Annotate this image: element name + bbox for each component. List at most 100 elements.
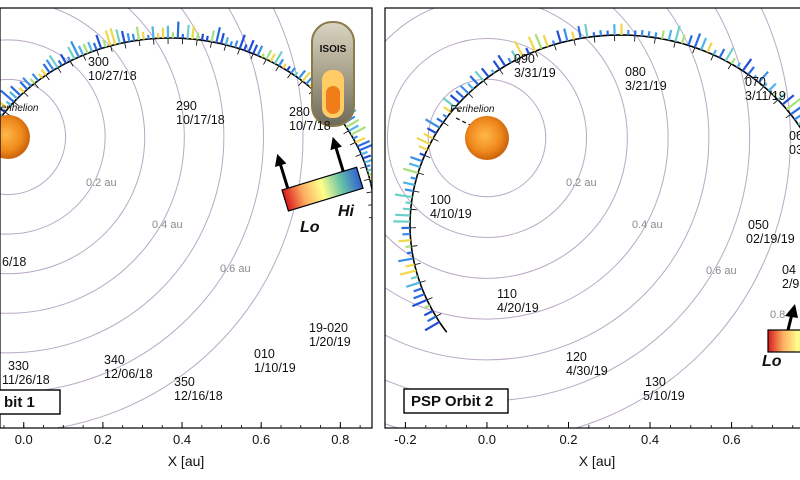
data-spike xyxy=(399,269,417,276)
marker-doy: 110 xyxy=(497,287,517,301)
data-spike xyxy=(92,42,98,51)
ring-label: 0.2 au xyxy=(566,177,597,189)
ring-label: 0.2 au xyxy=(86,177,117,189)
marker-date: 5/10/19 xyxy=(643,389,685,403)
marker-doy: 130 xyxy=(645,375,666,389)
data-spike xyxy=(348,124,359,132)
marker-doy: 06 xyxy=(789,129,800,143)
data-spike xyxy=(252,44,259,55)
tick-mark xyxy=(759,86,765,92)
data-spike xyxy=(455,90,465,99)
data-spike xyxy=(370,181,372,185)
tick-mark xyxy=(417,172,424,175)
x-tick-label: 0.6 xyxy=(252,432,270,447)
tick-mark xyxy=(45,74,50,81)
data-spike xyxy=(67,46,76,60)
tick-mark xyxy=(710,54,714,61)
data-spike xyxy=(426,315,437,323)
x-axis-title: X [au] xyxy=(168,453,205,469)
data-spike xyxy=(525,47,530,55)
data-spike xyxy=(584,23,589,38)
data-spike xyxy=(700,37,708,51)
tick-mark xyxy=(343,130,349,135)
data-spike xyxy=(269,53,276,62)
marker-date: 02/19/19 xyxy=(746,232,795,246)
marker-doy: 010 xyxy=(254,347,275,361)
data-spike xyxy=(350,126,367,136)
tick-mark xyxy=(673,41,676,48)
sun-icon xyxy=(465,116,509,160)
data-spike xyxy=(301,71,311,82)
data-spike xyxy=(186,24,190,39)
data-spike xyxy=(442,113,448,119)
x-tick-label: 0.2 xyxy=(559,432,577,447)
tick-mark xyxy=(237,48,241,55)
distance-ring xyxy=(0,8,146,275)
isois-logo: ISOIS xyxy=(311,21,355,127)
tick-mark xyxy=(23,92,29,97)
data-spike xyxy=(640,29,644,37)
tick-mark xyxy=(355,153,362,157)
data-spike xyxy=(661,30,665,40)
data-spike xyxy=(410,155,423,163)
marker-doy: 120 xyxy=(566,350,587,364)
data-spike xyxy=(781,94,795,106)
data-spike xyxy=(757,70,769,84)
data-spike xyxy=(405,201,412,205)
data-spike xyxy=(786,97,800,111)
data-spike xyxy=(205,35,209,42)
x-axis-title: X [au] xyxy=(579,453,616,469)
data-spike xyxy=(247,39,255,53)
data-spike xyxy=(467,82,475,90)
marker-doy: 330 xyxy=(8,359,29,373)
tick-mark xyxy=(516,59,521,65)
logo-text: ISOIS xyxy=(320,44,347,55)
marker-date: 2/9 xyxy=(782,277,799,291)
marker-doy: 350 xyxy=(174,375,195,389)
perihelion-pointer xyxy=(455,117,477,129)
data-spike xyxy=(360,150,368,156)
data-spike xyxy=(490,69,495,74)
marker-date: 03 xyxy=(789,143,800,157)
data-spike xyxy=(762,82,768,88)
data-spike xyxy=(571,31,576,40)
data-spike xyxy=(256,45,264,56)
data-spike xyxy=(480,67,490,78)
ring-label: 0.6 au xyxy=(220,263,251,275)
ring-label: 0.4 au xyxy=(632,219,663,231)
data-spike xyxy=(793,114,800,121)
tick-mark xyxy=(432,138,439,142)
data-spike xyxy=(70,40,80,58)
sun-icon xyxy=(0,115,30,159)
tick-mark xyxy=(4,111,11,116)
data-spike xyxy=(647,31,651,37)
tick-mark xyxy=(349,142,356,146)
data-spike xyxy=(229,41,233,47)
distance-ring xyxy=(0,39,106,235)
marker-date: 3/11/19 xyxy=(745,89,786,103)
distance-ring xyxy=(385,8,628,279)
data-spike xyxy=(191,25,195,40)
data-spike xyxy=(210,30,215,43)
distance-ring xyxy=(0,8,185,314)
data-spike xyxy=(404,188,414,193)
distance-ring xyxy=(52,8,304,428)
marker-date: 4/20/19 xyxy=(497,301,539,315)
data-spike xyxy=(141,31,145,40)
data-spike xyxy=(243,44,248,51)
data-spike xyxy=(459,85,470,95)
data-spike xyxy=(278,58,285,67)
x-tick-label: 0.4 xyxy=(173,432,191,447)
tick-mark xyxy=(275,65,280,72)
data-spike xyxy=(419,152,425,157)
data-spike xyxy=(373,191,382,192)
tick-mark xyxy=(210,41,212,48)
data-spike xyxy=(767,82,777,92)
data-spike xyxy=(413,293,425,300)
data-spike xyxy=(408,162,421,169)
tick-mark xyxy=(419,280,426,283)
data-spike xyxy=(265,49,273,60)
marker-date: 10/7/18 xyxy=(289,119,331,133)
data-spike xyxy=(405,263,415,268)
data-spike xyxy=(29,78,36,85)
